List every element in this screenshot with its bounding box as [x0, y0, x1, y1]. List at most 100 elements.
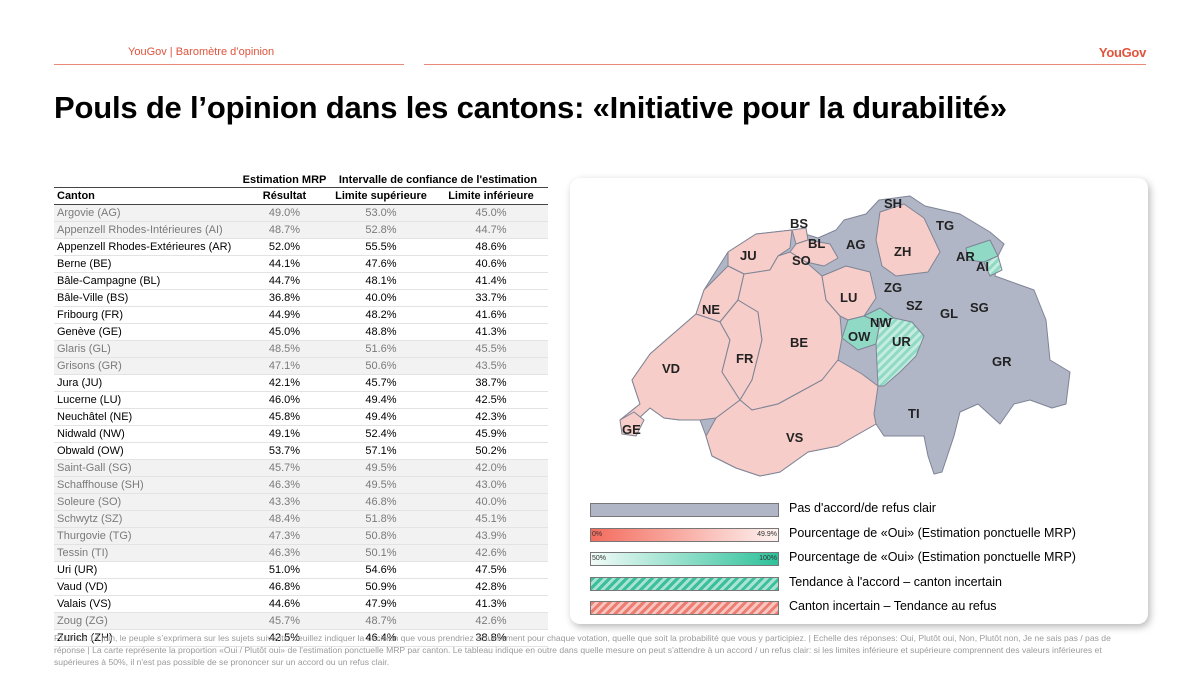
- map-panel: SH BS TG BL AG ZH JU SO AR AI ZG LU SZ SG NE GL NW OW UR BE…: [570, 178, 1148, 624]
- map-label-ti: TI: [908, 406, 920, 421]
- cell-canton: Schwytz (SZ): [54, 510, 241, 528]
- table-row: Glaris (GL) 48.5% 51.6% 45.5%: [54, 340, 548, 358]
- table-row: Saint-Gall (SG) 45.7% 49.5% 42.0%: [54, 459, 548, 477]
- map-label-ne: NE: [702, 302, 720, 317]
- legend-text: Pas d'accord/de refus clair: [789, 501, 936, 515]
- cell-canton: Argovie (AG): [54, 204, 241, 222]
- cell-canton: Valais (VS): [54, 595, 241, 613]
- cell-upper: 48.8%: [328, 323, 434, 341]
- map-label-sz: SZ: [906, 298, 923, 313]
- map-label-so: SO: [792, 253, 811, 268]
- cell-upper: 53.0%: [328, 204, 434, 222]
- table-row: Grisons (GR) 47.1% 50.6% 43.5%: [54, 357, 548, 375]
- table-row: Zurich (ZH) 42.5% 46.4% 38.8%: [54, 629, 548, 647]
- cell-upper: 48.1%: [328, 272, 434, 290]
- cell-canton: Obwald (OW): [54, 442, 241, 460]
- canton-ai: [983, 255, 1003, 277]
- table-row: Schaffhouse (SH) 46.3% 49.5% 43.0%: [54, 476, 548, 494]
- cell-upper: 49.4%: [328, 391, 434, 409]
- cell-lower: 42.8%: [434, 578, 548, 596]
- cell-lower: 38.8%: [434, 629, 548, 647]
- legend-item: Tendance à l'accord – canton incertain: [590, 575, 1130, 593]
- cell-upper: 47.9%: [328, 595, 434, 613]
- map-label-ar: AR: [956, 249, 975, 264]
- cell-canton: Nidwald (NW): [54, 425, 241, 443]
- cell-upper: 45.7%: [328, 374, 434, 392]
- cell-lower: 41.4%: [434, 272, 548, 290]
- header-group-ci: Intervalle de confiance de l'estimation: [338, 174, 538, 186]
- cell-canton: Appenzell Rhodes-Intérieures (AI): [54, 221, 241, 239]
- cell-upper: 51.8%: [328, 510, 434, 528]
- page-title: Pouls de l’opinion dans les cantons: «In…: [54, 90, 1007, 125]
- map-label-ge: GE: [622, 422, 641, 437]
- cell-upper: 40.0%: [328, 289, 434, 307]
- legend-tick-left: 0%: [592, 530, 603, 538]
- cell-result: 46.8%: [241, 578, 328, 596]
- cell-result: 51.0%: [241, 561, 328, 579]
- legend-item: 0% 49.9% Pourcentage de «Oui» (Estimation …: [590, 526, 1130, 544]
- cell-canton: Thurgovie (TG): [54, 527, 241, 545]
- cell-lower: 45.5%: [434, 340, 548, 358]
- canton-zh: [875, 203, 941, 277]
- cell-upper: 46.4%: [328, 629, 434, 647]
- map-label-ag: AG: [846, 237, 866, 252]
- cell-lower: 44.7%: [434, 221, 548, 239]
- cell-result: 44.7%: [241, 272, 328, 290]
- cell-lower: 38.7%: [434, 374, 548, 392]
- legend-item: Pas d'accord/de refus clair: [590, 501, 1130, 519]
- table-row: Neuchâtel (NE) 45.8% 49.4% 42.3%: [54, 408, 548, 426]
- cell-result: 44.1%: [241, 255, 328, 273]
- map-label-zg: ZG: [884, 280, 902, 295]
- table-row: Vaud (VD) 46.8% 50.9% 42.8%: [54, 578, 548, 596]
- cell-canton: Schaffhouse (SH): [54, 476, 241, 494]
- header-spacer: [54, 173, 241, 188]
- cell-upper: 48.7%: [328, 612, 434, 630]
- cell-canton: Grisons (GR): [54, 357, 241, 375]
- cell-result: 49.0%: [241, 204, 328, 222]
- canton-vs: [705, 359, 879, 477]
- legend-swatch: 50% 100%: [590, 552, 779, 566]
- table-row: Zoug (ZG) 45.7% 48.7% 42.6%: [54, 612, 548, 630]
- cell-canton: Saint-Gall (SG): [54, 459, 241, 477]
- canton-ur: [875, 317, 925, 387]
- header-left-text: YouGov | Baromètre d’opinion: [128, 46, 275, 58]
- yougov-logo: YouGov: [1098, 45, 1146, 60]
- cell-lower: 40.6%: [434, 255, 548, 273]
- cell-canton: Tessin (TI): [54, 544, 241, 562]
- cell-canton: Zurich (ZH): [54, 629, 241, 647]
- cell-canton: Soleure (SO): [54, 493, 241, 511]
- cell-result: 48.7%: [241, 221, 328, 239]
- map-label-ai: AI: [976, 259, 989, 274]
- cell-result: 42.5%: [241, 629, 328, 647]
- cell-result: 47.1%: [241, 357, 328, 375]
- footnote: F110: Le 14 juin, le peuple s’exprimera …: [54, 633, 1111, 667]
- cell-result: 42.1%: [241, 374, 328, 392]
- cell-canton: Fribourg (FR): [54, 306, 241, 324]
- table-row: Appenzell Rhodes-Extérieures (AR) 52.0% 55…: [54, 238, 548, 256]
- canton-results-table: Estimation MRP Intervalle de confiance d…: [54, 173, 548, 647]
- cell-canton: Neuchâtel (NE): [54, 408, 241, 426]
- table-row: Argovie (AG) 49.0% 53.0% 45.0%: [54, 204, 548, 222]
- table-row: Uri (UR) 51.0% 54.6% 47.5%: [54, 561, 548, 579]
- cell-lower: 41.3%: [434, 323, 548, 341]
- cell-canton: Bâle-Campagne (BL): [54, 272, 241, 290]
- map-label-ur: UR: [892, 334, 911, 349]
- table-row: Thurgovie (TG) 47.3% 50.8% 43.9%: [54, 527, 548, 545]
- cell-upper: 47.6%: [328, 255, 434, 273]
- map-label-vd: VD: [662, 361, 680, 376]
- map-label-vs: VS: [786, 430, 804, 445]
- cell-canton: Zoug (ZG): [54, 612, 241, 630]
- cell-lower: 42.0%: [434, 459, 548, 477]
- table-row: Soleure (SO) 43.3% 46.8% 40.0%: [54, 493, 548, 511]
- cell-lower: 42.3%: [434, 408, 548, 426]
- cell-result: 43.3%: [241, 493, 328, 511]
- map-label-be: BE: [790, 335, 808, 350]
- cell-lower: 42.6%: [434, 612, 548, 630]
- cell-result: 44.9%: [241, 306, 328, 324]
- table-row: Bâle-Ville (BS) 36.8% 40.0% 33.7%: [54, 289, 548, 307]
- cell-lower: 42.5%: [434, 391, 548, 409]
- legend-swatch: [590, 576, 779, 591]
- map-label-gr: GR: [992, 354, 1012, 369]
- cell-lower: 42.6%: [434, 544, 548, 562]
- cell-result: 46.3%: [241, 544, 328, 562]
